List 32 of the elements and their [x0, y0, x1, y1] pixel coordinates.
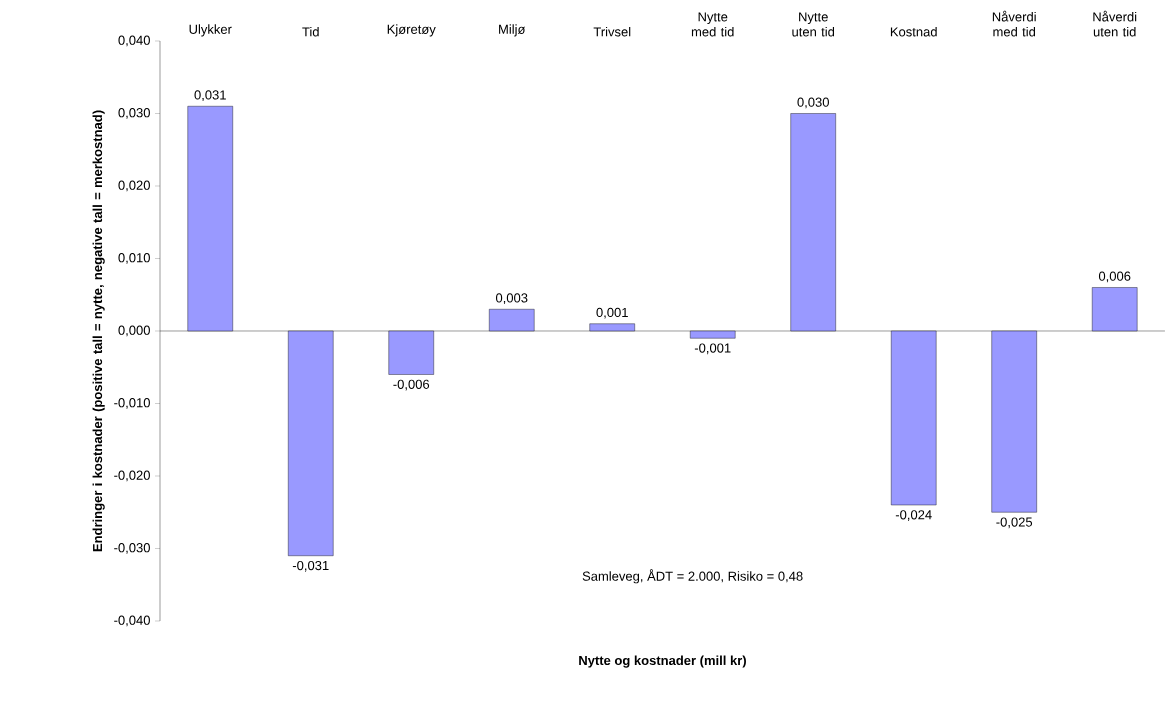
x-tick-label: Ulykker — [189, 24, 232, 37]
y-tick-label: 0,010 — [118, 253, 150, 264]
y-tick-label: -0,030 — [114, 543, 150, 554]
data-label: -0,031 — [292, 560, 329, 572]
y-tick-label: -0,020 — [114, 470, 150, 482]
data-label: -0,024 — [895, 510, 932, 521]
x-tick-label: Kostnad — [890, 26, 937, 37]
x-axis-title: Nytte og kostnader (mill kr) — [579, 655, 746, 668]
data-label: -0,025 — [996, 517, 1033, 529]
y-tick-label: 0,020 — [118, 180, 150, 192]
x-tick-label: Trivsel — [593, 26, 631, 37]
y-axis-title: Endringer i kostnader (positive tall = nytte, negative tall = merkostnad) — [92, 110, 105, 552]
x-tick-label: Tid — [302, 26, 319, 37]
y-tick-label: -0,010 — [114, 398, 150, 409]
y-tick-label: 0,030 — [118, 108, 150, 119]
x-tick-label: Nåverdi uten tid — [1093, 10, 1137, 37]
y-tick-label: 0,040 — [118, 35, 150, 47]
x-tick-label: Kjøretøy — [387, 24, 436, 37]
x-tick-label: Miljø — [499, 24, 526, 37]
data-label: -0,001 — [694, 343, 731, 355]
y-tick-label: -0,040 — [114, 615, 150, 627]
data-label: 0,003 — [495, 293, 528, 305]
x-tick-label: Nytte uten tid — [792, 12, 835, 37]
data-label: 0,006 — [1098, 271, 1131, 283]
data-label: 0,031 — [194, 90, 226, 102]
data-label: -0,006 — [393, 379, 430, 391]
x-tick-label: Nytte med tid — [691, 12, 734, 37]
data-label: 0,030 — [797, 97, 829, 109]
annotation: Samleveg, ÅDT = 2.000, Risiko = 0,48 — [582, 569, 803, 584]
data-label: 0,001 — [596, 307, 628, 319]
x-tick-label: Nåverdi med tid — [992, 10, 1036, 37]
y-tick-label: 0,000 — [118, 325, 150, 337]
